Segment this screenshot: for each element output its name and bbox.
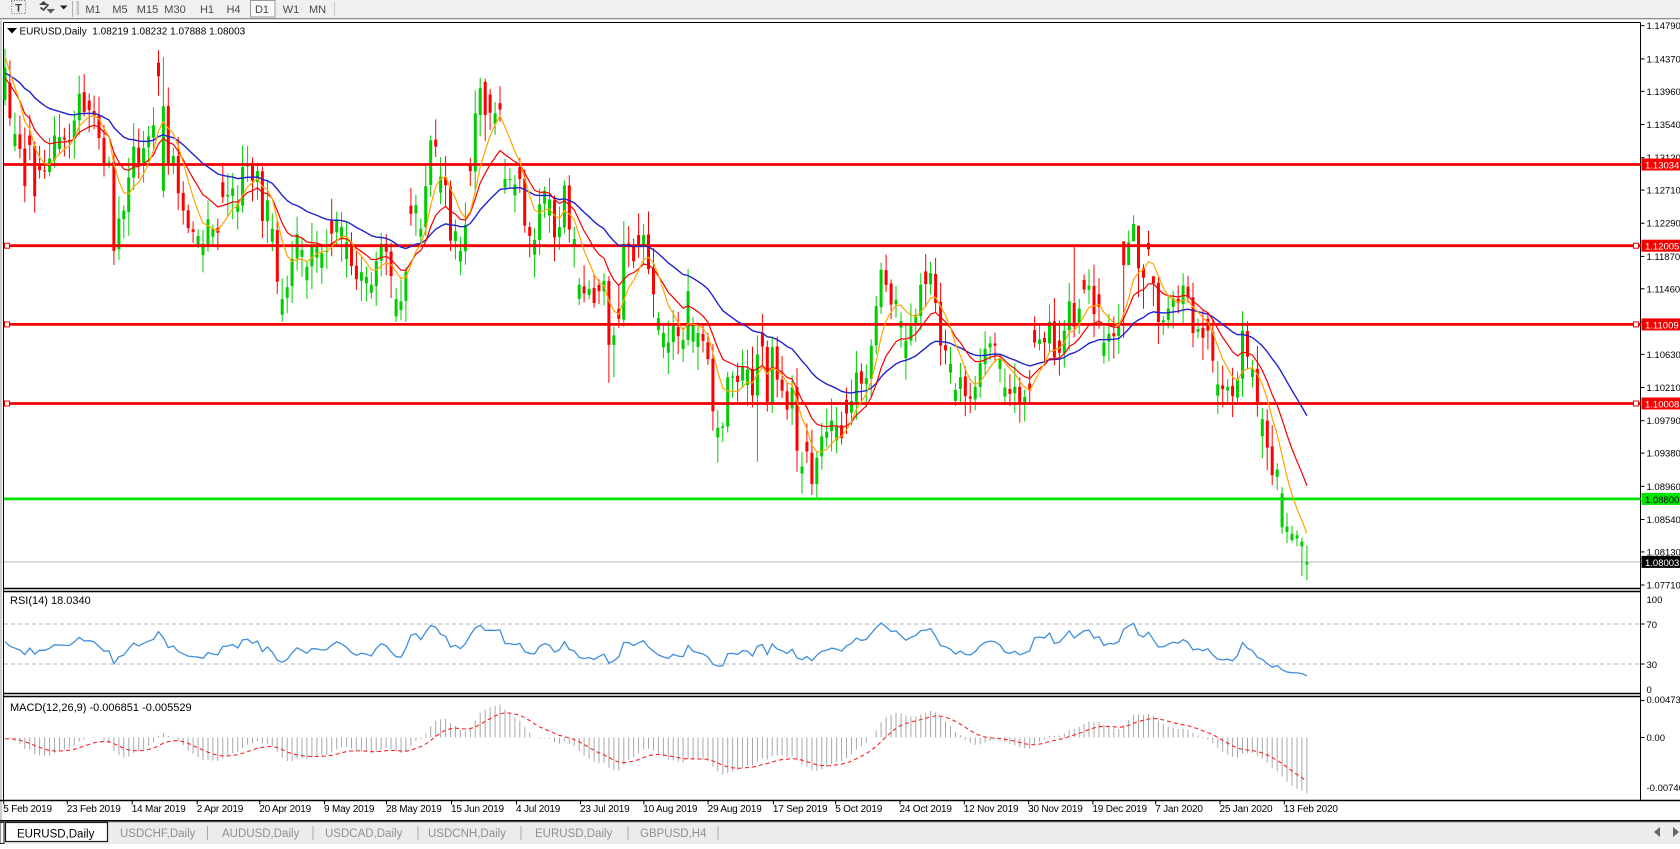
- svg-text:AUDUSD,Daily: AUDUSD,Daily: [222, 828, 300, 840]
- svg-text:1.13540: 1.13540: [1647, 120, 1680, 131]
- svg-text:W1: W1: [283, 4, 300, 16]
- svg-text:MN: MN: [309, 4, 326, 16]
- svg-text:1.11460: 1.11460: [1647, 284, 1680, 295]
- svg-text:EURUSD,Daily: EURUSD,Daily: [535, 828, 613, 840]
- svg-text:70: 70: [1647, 620, 1658, 631]
- svg-text:30 Nov 2019: 30 Nov 2019: [1028, 804, 1083, 815]
- svg-text:1.10210: 1.10210: [1647, 383, 1680, 394]
- svg-text:4 Jul 2019: 4 Jul 2019: [516, 804, 561, 815]
- svg-text:USDCNH,Daily: USDCNH,Daily: [428, 828, 506, 840]
- svg-text:100: 100: [1647, 595, 1663, 606]
- svg-text:MACD(12,26,9) -0.006851 -0.005: MACD(12,26,9) -0.006851 -0.005529: [10, 702, 192, 714]
- svg-text:T: T: [15, 3, 22, 15]
- svg-text:1.13034: 1.13034: [1645, 161, 1679, 172]
- svg-text:H1: H1: [200, 4, 214, 16]
- svg-text:10 Aug 2019: 10 Aug 2019: [643, 804, 698, 815]
- svg-text:0.00: 0.00: [1647, 733, 1666, 744]
- svg-text:25 Jan 2020: 25 Jan 2020: [1220, 804, 1273, 815]
- svg-text:1.08800: 1.08800: [1645, 495, 1679, 506]
- svg-text:1.07710: 1.07710: [1647, 581, 1680, 592]
- svg-text:1.10008: 1.10008: [1645, 400, 1679, 411]
- svg-text:D1: D1: [255, 4, 269, 16]
- svg-text:EURUSD,Daily 1.08219 1.08232: EURUSD,Daily 1.08219 1.08232 1.07888 1.0…: [20, 27, 246, 38]
- svg-text:1.08540: 1.08540: [1647, 515, 1680, 526]
- svg-text:RSI(14) 18.0340: RSI(14) 18.0340: [10, 595, 91, 607]
- svg-text:USDCAD,Daily: USDCAD,Daily: [325, 828, 403, 840]
- svg-text:H4: H4: [226, 4, 240, 16]
- svg-text:GBPUSD,H4: GBPUSD,H4: [640, 828, 707, 840]
- svg-text:14 Mar 2019: 14 Mar 2019: [132, 804, 187, 815]
- svg-text:1.10630: 1.10630: [1647, 350, 1680, 361]
- svg-text:1.14790: 1.14790: [1647, 21, 1680, 32]
- svg-text:1.12290: 1.12290: [1647, 219, 1680, 230]
- svg-text:15 Jun 2019: 15 Jun 2019: [451, 804, 504, 815]
- svg-text:12 Nov 2019: 12 Nov 2019: [964, 804, 1019, 815]
- svg-text:7 Jan 2020: 7 Jan 2020: [1155, 804, 1203, 815]
- svg-text:20 Apr 2019: 20 Apr 2019: [259, 804, 311, 815]
- svg-text:29 Aug 2019: 29 Aug 2019: [708, 804, 763, 815]
- svg-text:1.08003: 1.08003: [1645, 558, 1679, 569]
- svg-text:9 May 2019: 9 May 2019: [324, 804, 375, 815]
- svg-text:M15: M15: [137, 4, 158, 16]
- svg-text:M5: M5: [112, 4, 127, 16]
- svg-text:23 Feb 2019: 23 Feb 2019: [67, 804, 122, 815]
- svg-text:-0.00740: -0.00740: [1647, 783, 1680, 794]
- svg-text:1.08960: 1.08960: [1647, 482, 1680, 493]
- svg-text:1.11870: 1.11870: [1647, 252, 1680, 263]
- svg-text:1.12005: 1.12005: [1645, 242, 1679, 253]
- svg-text:USDCHF,Daily: USDCHF,Daily: [120, 828, 196, 840]
- svg-text:1.09380: 1.09380: [1647, 449, 1680, 460]
- svg-text:17 Sep 2019: 17 Sep 2019: [773, 804, 828, 815]
- svg-text:28 May 2019: 28 May 2019: [386, 804, 442, 815]
- svg-text:M30: M30: [164, 4, 185, 16]
- svg-text:5 Feb 2019: 5 Feb 2019: [3, 804, 52, 815]
- svg-text:23 Jul 2019: 23 Jul 2019: [580, 804, 630, 815]
- svg-text:19 Dec 2019: 19 Dec 2019: [1092, 804, 1147, 815]
- svg-text:M1: M1: [85, 4, 100, 16]
- svg-text:2 Apr 2019: 2 Apr 2019: [197, 804, 244, 815]
- svg-text:EURUSD,Daily: EURUSD,Daily: [17, 829, 95, 841]
- svg-text:1.14370: 1.14370: [1647, 54, 1680, 65]
- svg-text:0.00473: 0.00473: [1647, 695, 1680, 706]
- svg-text:1.09790: 1.09790: [1647, 416, 1680, 427]
- svg-text:24 Oct 2019: 24 Oct 2019: [900, 804, 953, 815]
- svg-text:1.11009: 1.11009: [1645, 320, 1679, 331]
- svg-text:1.13960: 1.13960: [1647, 87, 1680, 98]
- svg-text:5 Oct 2019: 5 Oct 2019: [835, 804, 883, 815]
- svg-text:30: 30: [1647, 660, 1658, 671]
- svg-text:13 Feb 2020: 13 Feb 2020: [1284, 804, 1339, 815]
- svg-text:1.12710: 1.12710: [1647, 186, 1680, 197]
